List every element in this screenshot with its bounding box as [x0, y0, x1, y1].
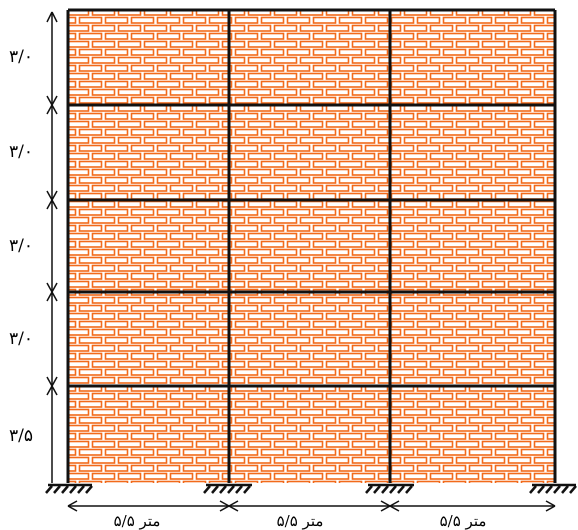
fixed-support-icon — [45, 483, 577, 494]
story-height-label: ۳/۰ — [9, 142, 33, 162]
bay-span-label: ۵/۵ متر — [114, 512, 161, 530]
vertical-dimension-line — [46, 11, 58, 483]
frame-columns — [66, 10, 557, 483]
brick-infill — [68, 10, 555, 483]
bay-span-label: ۵/۵ متر — [277, 512, 324, 530]
story-height-label: ۳/۰ — [9, 329, 33, 349]
horizontal-dimension-line — [67, 500, 556, 512]
story-height-label: ۳/۵ — [9, 426, 33, 446]
bay-span-label: ۵/۵ متر — [440, 512, 487, 530]
story-height-label: ۳/۰ — [9, 47, 33, 67]
frame-beams — [68, 8, 555, 388]
story-height-label: ۳/۰ — [9, 236, 33, 256]
